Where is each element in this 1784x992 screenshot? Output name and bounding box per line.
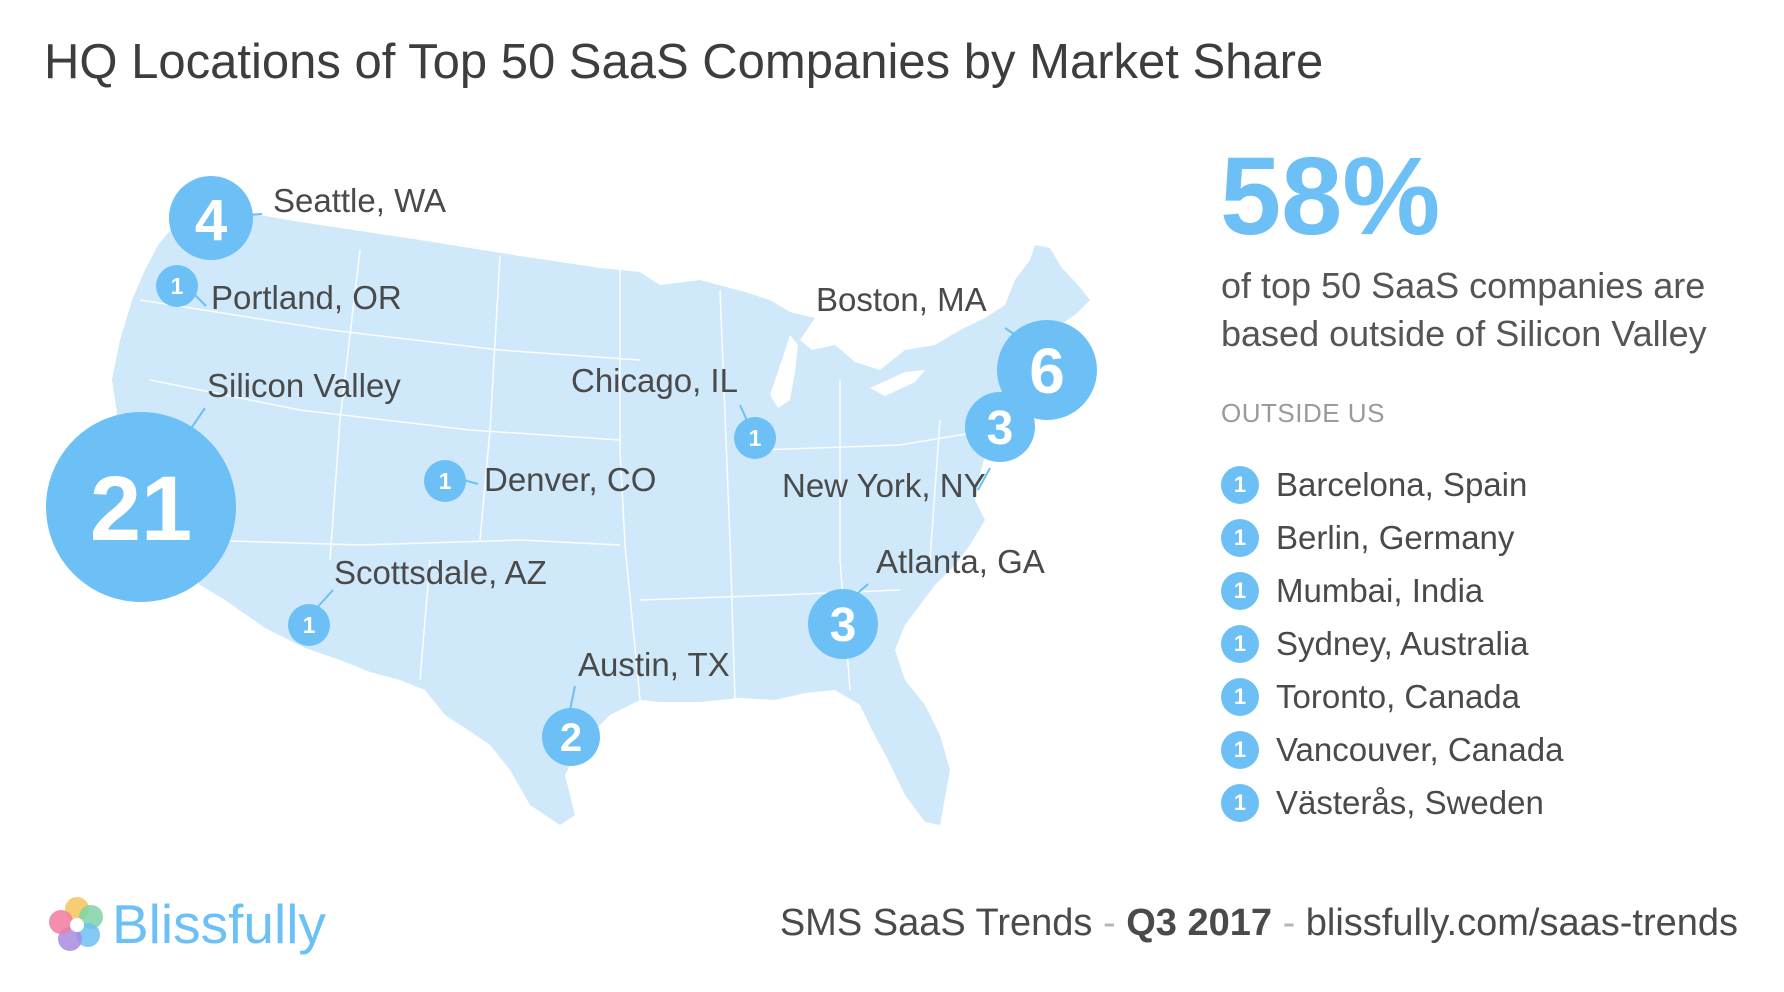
city-label-denver: Denver, CO [484,461,656,498]
location-name: Vancouver, Canada [1276,730,1564,768]
count-badge: 1 [1221,783,1259,822]
lake-erie [870,370,925,396]
bubble-denver: 1 [424,460,466,502]
count-badge: 1 [1221,730,1259,769]
bubble-count: 1 [749,425,762,451]
stat-description: of top 50 SaaS companies are based outsi… [1221,265,1707,354]
footer-separator: - [1282,902,1296,944]
bubble-seattle: 4 [169,176,253,260]
city-label-new-york: New York, NY [782,467,986,504]
count-badge: 1 [1221,518,1259,557]
outside-us-list: 1 Barcelona, Spain 1 Berlin, Germany 1 Mumb… [1221,458,1563,829]
list-item: 1 Mumbai, India [1221,564,1563,617]
footer-report: SMS SaaS Trends [779,902,1093,944]
city-label-boston: Boston, MA [816,281,987,318]
bubble-count: 6 [1029,335,1065,407]
location-name: Barcelona, Spain [1276,465,1528,503]
bubble-count: 4 [195,188,227,253]
location-name: Berlin, Germany [1276,518,1515,556]
bubble-count: 3 [830,599,857,652]
count-badge: 1 [1221,465,1259,504]
outside-us-heading: OUTSIDE US [1221,398,1385,428]
page-title: HQ Locations of Top 50 SaaS Companies by… [44,35,1324,89]
bubble-scottsdale: 1 [288,604,330,646]
blissfully-logo: Blissfully [48,892,326,956]
bubble-portland: 1 [156,265,198,307]
city-label-silicon-valley: Silicon Valley [207,367,401,404]
list-item: 1 Västerås, Sweden [1221,776,1563,829]
city-label-austin: Austin, TX [578,646,730,683]
location-name: Västerås, Sweden [1276,783,1544,821]
footer-url: blissfully.com/saas-trends [1305,902,1738,944]
list-item: 1 Vancouver, Canada [1221,723,1563,776]
count-badge: 1 [1221,571,1259,610]
footer-separator: - [1102,902,1116,944]
location-name: Toronto, Canada [1276,677,1521,715]
bubble-count: 3 [987,402,1014,455]
city-label-atlanta: Atlanta, GA [876,543,1045,580]
footer-period: Q3 2017 [1126,902,1272,944]
bubble-new-york: 3 [965,392,1035,462]
bubble-count: 2 [560,716,582,760]
bubble-silicon-valley: 21 [46,412,236,602]
location-name: Sydney, Australia [1276,624,1529,662]
bubble-boston: 6 [997,320,1097,420]
logo-name: Blissfully [112,893,326,955]
bubble-count: 1 [439,468,452,494]
bubble-count: 21 [90,458,192,560]
stat-percent: 58% [1220,135,1441,258]
location-name: Mumbai, India [1276,571,1484,609]
flower-logo-icon [49,897,103,951]
lake-michigan [770,335,798,408]
count-badge: 1 [1221,624,1259,663]
city-label-scottsdale: Scottsdale, AZ [334,554,547,591]
list-item: 1 Toronto, Canada [1221,670,1563,723]
city-label-chicago: Chicago, IL [571,362,738,399]
bubble-count: 1 [303,612,316,638]
list-item: 1 Barcelona, Spain [1221,458,1563,511]
list-item: 1 Sydney, Australia [1221,617,1563,670]
bubble-chicago: 1 [734,417,776,459]
bubble-count: 1 [171,273,184,299]
bubble-austin: 2 [542,708,600,766]
city-label-seattle: Seattle, WA [273,182,446,219]
city-label-portland: Portland, OR [211,279,402,316]
list-item: 1 Berlin, Germany [1221,511,1563,564]
footer: SMS SaaS Trends - Q3 2017 - blissfully.c… [780,902,1738,945]
bubble-atlanta: 3 [808,589,878,659]
count-badge: 1 [1221,677,1259,716]
us-land [112,208,1090,825]
